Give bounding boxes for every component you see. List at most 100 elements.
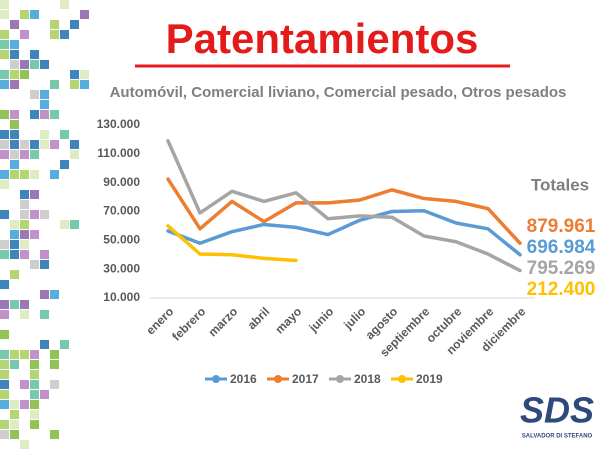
mosaic-tile (0, 280, 9, 289)
mosaic-tile (0, 150, 9, 159)
y-tick-label: 90.000 (103, 175, 140, 189)
mosaic-tile (30, 140, 39, 149)
mosaic-tile (0, 80, 9, 89)
mosaic-tile (0, 70, 9, 79)
mosaic-tile (0, 380, 9, 389)
mosaic-tile (80, 10, 89, 19)
mosaic-tile (40, 130, 49, 139)
mosaic-tile (10, 60, 19, 69)
mosaic-tile (50, 380, 59, 389)
mosaic-tile (0, 430, 9, 439)
x-tick-label: marzo (205, 304, 240, 339)
mosaic-tile (30, 50, 39, 59)
mosaic-tile (70, 220, 79, 229)
mosaic-tile (0, 140, 9, 149)
mosaic-tile (0, 240, 9, 249)
mosaic-tile (0, 10, 9, 19)
mosaic-tile (0, 250, 9, 259)
mosaic-tile (10, 350, 19, 359)
mosaic-tile (50, 30, 59, 39)
mosaic-tile (10, 140, 19, 149)
mosaic-tile (30, 390, 39, 399)
mosaic-tile (30, 10, 39, 19)
y-tick-label: 10.000 (103, 290, 140, 304)
mosaic-tile (20, 210, 29, 219)
mosaic-tile (10, 250, 19, 259)
mosaic-tile (20, 200, 29, 209)
mosaic-tile (0, 210, 9, 219)
mosaic-tile (30, 350, 39, 359)
totals-title: Totales (531, 175, 589, 194)
mosaic-tile (30, 150, 39, 159)
x-tick-label: julio (340, 304, 368, 332)
mosaic-tile (50, 20, 59, 29)
logo: SDS (520, 390, 594, 431)
mosaic-tile (30, 260, 39, 269)
mosaic-tile (10, 420, 19, 429)
mosaic-tile (20, 170, 29, 179)
mosaic-tile (40, 210, 49, 219)
y-tick-label: 30.000 (103, 261, 140, 275)
mosaic-tile (50, 170, 59, 179)
mosaic-tile (70, 80, 79, 89)
mosaic-tile (60, 0, 69, 9)
mosaic-tile (30, 380, 39, 389)
mosaic-tile (40, 260, 49, 269)
mosaic-tile (40, 110, 49, 119)
mosaic-tile (20, 300, 29, 309)
legend-marker (212, 375, 220, 383)
mosaic-tile (40, 390, 49, 399)
mosaic-tile (10, 270, 19, 279)
chart-subtitle: Automóvil, Comercial liviano, Comercial … (110, 84, 567, 101)
legend-marker (398, 375, 406, 383)
mosaic-tile (20, 30, 29, 39)
x-tick-label: abril (245, 304, 273, 332)
mosaic-tile (10, 230, 19, 239)
mosaic-tile (0, 400, 9, 409)
legend-label: 2019 (416, 372, 443, 386)
legend-label: 2016 (230, 372, 257, 386)
decoration (0, 0, 89, 449)
y-tick-label: 50.000 (103, 233, 140, 247)
mosaic-tile (20, 10, 29, 19)
mosaic-tile (10, 150, 19, 159)
mosaic-tile (50, 360, 59, 369)
mosaic-tile (10, 400, 19, 409)
mosaic-tile (30, 400, 39, 409)
mosaic-tile (40, 60, 49, 69)
mosaic-tile (10, 220, 19, 229)
mosaic-tile (10, 70, 19, 79)
y-tick-label: 70.000 (103, 204, 140, 218)
mosaic-tile (30, 360, 39, 369)
series-line (166, 177, 522, 245)
mosaic-tile (40, 140, 49, 149)
mosaic-tile (30, 90, 39, 99)
mosaic-tile (0, 0, 9, 9)
mosaic-tile (20, 70, 29, 79)
mosaic-tile (20, 310, 29, 319)
mosaic-tile (20, 240, 29, 249)
mosaic-tile (10, 110, 19, 119)
mosaic-tile (0, 310, 9, 319)
mosaic-tile (70, 20, 79, 29)
mosaic-tile (80, 80, 89, 89)
mosaic-tile (40, 310, 49, 319)
y-tick-label: 110.000 (97, 146, 140, 160)
mosaic-tile (30, 60, 39, 69)
legend-label: 2018 (354, 372, 381, 386)
mosaic-tile (50, 430, 59, 439)
mosaic-tile (0, 130, 9, 139)
mosaic-tile (30, 190, 39, 199)
series-line (166, 209, 522, 257)
mosaic-tile (10, 160, 19, 169)
mosaic-tile (0, 330, 9, 339)
mosaic-tile (30, 420, 39, 429)
mosaic-tile (50, 290, 59, 299)
mosaic-tile (60, 30, 69, 39)
mosaic-tile (70, 150, 79, 159)
series-total: 696.984 (527, 237, 596, 258)
mosaic-tile (20, 60, 29, 69)
mosaic-tile (10, 50, 19, 59)
series-line (166, 139, 522, 273)
mosaic-tile (10, 40, 19, 49)
